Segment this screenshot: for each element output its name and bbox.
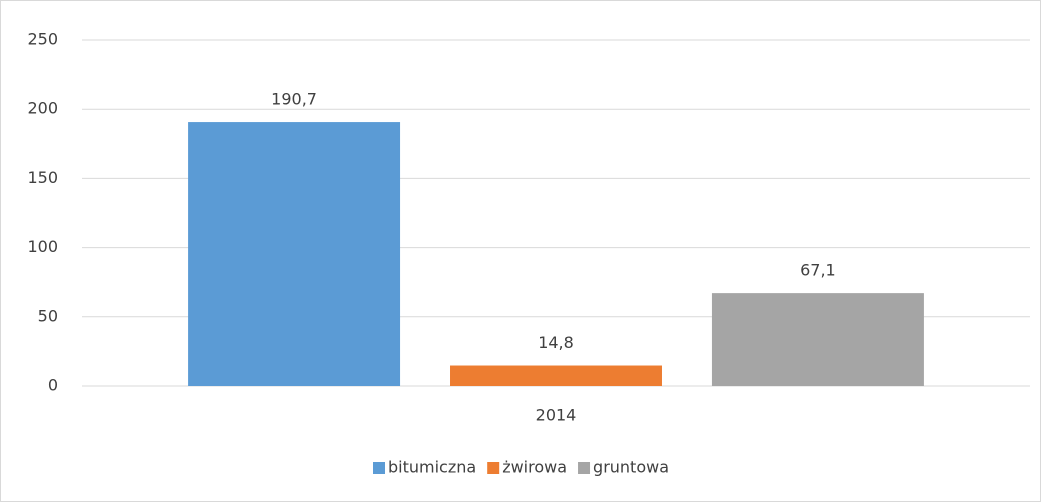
legend-swatch (373, 462, 385, 474)
x-tick-label: 2014 (536, 406, 577, 425)
bar (711, 293, 924, 386)
legend-swatch (487, 462, 500, 474)
data-label: 67,1 (800, 261, 836, 280)
y-tick-label: 150 (27, 168, 58, 187)
y-tick-label: 200 (27, 99, 58, 118)
legend-swatch (578, 462, 591, 474)
y-tick-label: 0 (48, 376, 58, 395)
y-tick-label: 100 (27, 237, 58, 256)
data-label: 14,8 (538, 333, 574, 352)
bar (188, 122, 401, 386)
y-tick-label: 50 (38, 306, 58, 325)
legend-label: gruntowa (593, 458, 669, 477)
legend-label: żwirowa (502, 458, 567, 477)
y-tick-label: 250 (27, 30, 58, 49)
data-label: 190,7 (271, 90, 317, 109)
legend-label: bitumiczna (388, 458, 476, 477)
bar (450, 365, 662, 386)
